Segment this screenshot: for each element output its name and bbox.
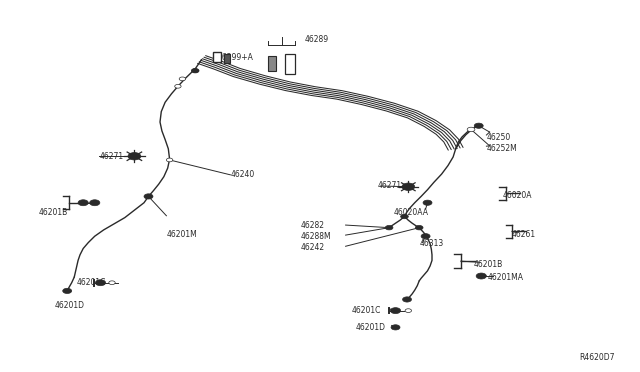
- Circle shape: [403, 297, 412, 302]
- Text: 46261: 46261: [512, 230, 536, 239]
- Text: 46240: 46240: [230, 170, 255, 179]
- Text: 46271: 46271: [99, 152, 124, 161]
- Circle shape: [179, 77, 186, 81]
- Text: 46250: 46250: [486, 133, 511, 142]
- Bar: [268, 56, 276, 71]
- Bar: [285, 54, 295, 74]
- Text: 46271: 46271: [378, 182, 402, 190]
- Circle shape: [385, 225, 393, 230]
- Text: 46282: 46282: [301, 221, 324, 230]
- Circle shape: [467, 127, 475, 132]
- Circle shape: [78, 200, 88, 206]
- Circle shape: [390, 308, 401, 314]
- Circle shape: [95, 280, 106, 286]
- Circle shape: [166, 158, 173, 162]
- Text: 46201D: 46201D: [355, 323, 385, 332]
- Circle shape: [192, 69, 198, 73]
- Circle shape: [423, 200, 432, 205]
- Circle shape: [128, 153, 141, 160]
- Circle shape: [63, 288, 72, 294]
- Circle shape: [474, 123, 483, 128]
- Circle shape: [191, 68, 199, 73]
- Circle shape: [415, 225, 423, 230]
- Circle shape: [405, 309, 412, 312]
- Text: 46201B: 46201B: [474, 260, 503, 269]
- Circle shape: [109, 281, 115, 285]
- Text: 46299+A: 46299+A: [218, 53, 253, 62]
- Text: 46313: 46313: [419, 239, 444, 248]
- Circle shape: [401, 214, 408, 219]
- Text: 46201MA: 46201MA: [488, 273, 524, 282]
- Bar: [224, 54, 230, 63]
- Circle shape: [402, 183, 415, 190]
- Bar: [213, 52, 221, 62]
- Text: 46242: 46242: [301, 243, 325, 252]
- Circle shape: [175, 84, 181, 88]
- Circle shape: [90, 200, 100, 206]
- Text: 46288M: 46288M: [301, 232, 332, 241]
- Text: 46201M: 46201M: [166, 230, 197, 239]
- Text: 46289: 46289: [305, 35, 329, 44]
- Text: 46201C: 46201C: [77, 278, 106, 287]
- Text: 46020A: 46020A: [502, 191, 532, 200]
- Text: 46252M: 46252M: [486, 144, 517, 153]
- Text: R4620D7: R4620D7: [579, 353, 614, 362]
- Text: 46020AA: 46020AA: [394, 208, 429, 217]
- Circle shape: [421, 234, 430, 239]
- Text: 46201B: 46201B: [38, 208, 68, 217]
- Circle shape: [144, 194, 153, 199]
- Circle shape: [476, 273, 486, 279]
- Text: 46201C: 46201C: [352, 306, 381, 315]
- Text: 46201D: 46201D: [54, 301, 84, 310]
- Circle shape: [391, 325, 400, 330]
